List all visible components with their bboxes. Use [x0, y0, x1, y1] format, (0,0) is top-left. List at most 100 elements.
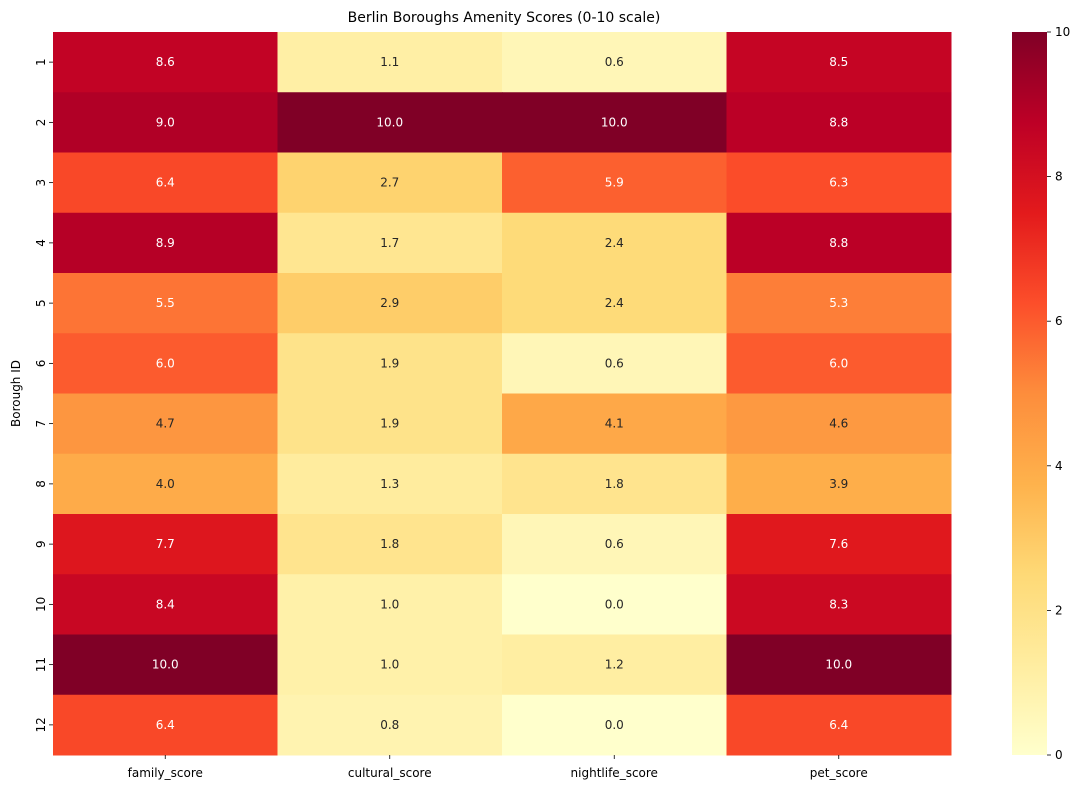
y-axis-label: Borough ID — [9, 360, 23, 427]
y-tick-label: 6 — [34, 360, 48, 368]
heatmap-cell — [277, 694, 503, 756]
heatmap-cell — [53, 333, 278, 394]
cell-value-label: 0.0 — [605, 597, 624, 611]
heatmap-cell — [53, 273, 278, 334]
cell-value-label: 0.6 — [605, 537, 624, 551]
heatmap-cell — [277, 393, 503, 455]
y-tick-label: 5 — [34, 299, 48, 307]
cell-value-label: 8.5 — [829, 55, 848, 69]
chart-title: Berlin Boroughs Amenity Scores (0-10 sca… — [348, 10, 661, 26]
heatmap-cell — [502, 514, 727, 575]
cell-value-label: 3.9 — [829, 477, 848, 491]
heatmap-cell — [726, 333, 952, 394]
heatmap-cell — [277, 574, 503, 635]
colorbar-tick-label: 2 — [1055, 603, 1063, 617]
heatmap-cell — [502, 92, 727, 153]
cell-value-label: 6.4 — [156, 176, 175, 190]
y-tick-label: 3 — [34, 179, 48, 187]
heatmap-cell — [502, 694, 727, 756]
cell-value-label: 10.0 — [825, 658, 852, 672]
heatmap-cell — [726, 514, 952, 575]
y-tick-label: 8 — [34, 480, 48, 488]
y-tick-label: 12 — [34, 717, 48, 732]
cell-value-label: 4.1 — [605, 417, 624, 431]
cell-value-label: 6.0 — [156, 356, 175, 370]
cell-value-label: 1.7 — [380, 236, 399, 250]
heatmap-cell — [502, 453, 727, 515]
y-tick-label: 10 — [34, 597, 48, 612]
heatmap-cell — [726, 212, 952, 274]
heatmap-cell — [726, 694, 952, 756]
cell-value-label: 5.3 — [829, 296, 848, 310]
cell-value-label: 4.6 — [829, 417, 848, 431]
cell-value-label: 1.2 — [605, 658, 624, 672]
cell-value-label: 0.6 — [605, 356, 624, 370]
y-tick-label: 11 — [34, 657, 48, 672]
cell-value-label: 1.9 — [380, 356, 399, 370]
x-tick-label: family_score — [128, 766, 203, 780]
cell-value-label: 0.8 — [380, 718, 399, 732]
heatmap-cell — [277, 212, 503, 274]
heatmap-cell — [53, 152, 278, 214]
cell-value-label: 0.0 — [605, 718, 624, 732]
cell-value-label: 4.0 — [156, 477, 175, 491]
cell-value-label: 8.4 — [156, 597, 175, 611]
cell-value-label: 10.0 — [601, 115, 628, 129]
y-tick-label: 2 — [34, 119, 48, 127]
cell-value-label: 7.6 — [829, 537, 848, 551]
heatmap-cell — [277, 453, 503, 515]
cell-value-label: 7.7 — [156, 537, 175, 551]
x-tick-label: pet_score — [810, 766, 868, 780]
heatmap-cell — [53, 634, 278, 696]
colorbar-tick-label: 6 — [1055, 314, 1063, 328]
heatmap-cell — [502, 634, 727, 696]
heatmap-cell — [277, 514, 503, 575]
heatmap-cell — [726, 574, 952, 635]
heatmap-cell — [277, 634, 503, 696]
cell-value-label: 8.6 — [156, 55, 175, 69]
cell-value-label: 1.0 — [380, 658, 399, 672]
heatmap-cell — [502, 333, 727, 394]
cell-value-label: 9.0 — [156, 115, 175, 129]
heatmap-cells: 8.6 1.1 0.6 8.5 9.0 10.0 10.0 8.8 6.4 2.7 5.9 6.3 8.… — [53, 32, 952, 756]
cell-value-label: 6.3 — [829, 176, 848, 190]
heatmap-cell — [502, 212, 727, 274]
heatmap-cell — [53, 393, 278, 455]
x-tick-label: nightlife_score — [571, 766, 658, 780]
heatmap-cell — [53, 694, 278, 756]
cell-value-label: 1.9 — [380, 417, 399, 431]
cell-value-label: 2.4 — [605, 236, 624, 250]
cell-value-label: 10.0 — [376, 115, 403, 129]
heatmap-cell — [53, 92, 278, 153]
cell-value-label: 1.3 — [380, 477, 399, 491]
cell-value-label: 1.8 — [380, 537, 399, 551]
heatmap-cell — [502, 574, 727, 635]
cell-value-label: 6.4 — [829, 718, 848, 732]
y-tick-label: 4 — [34, 239, 48, 247]
cell-value-label: 8.8 — [829, 115, 848, 129]
heatmap-cell — [502, 273, 727, 334]
heatmap-cell — [726, 92, 952, 153]
heatmap-cell — [53, 574, 278, 635]
cell-value-label: 8.8 — [829, 236, 848, 250]
y-tick-label: 9 — [34, 540, 48, 548]
cell-value-label: 0.6 — [605, 55, 624, 69]
heatmap-cell — [726, 273, 952, 334]
cell-value-label: 2.9 — [380, 296, 399, 310]
heatmap-cell — [53, 212, 278, 274]
cell-value-label: 8.3 — [829, 597, 848, 611]
cell-value-label: 2.4 — [605, 296, 624, 310]
cell-value-label: 6.0 — [829, 356, 848, 370]
colorbar-tick-label: 8 — [1055, 170, 1063, 184]
heatmap-cell — [277, 273, 503, 334]
cell-value-label: 5.9 — [605, 176, 624, 190]
heatmap-cell — [53, 453, 278, 515]
cell-value-label: 1.1 — [380, 55, 399, 69]
cell-value-label: 1.0 — [380, 597, 399, 611]
heatmap-cell — [53, 514, 278, 575]
heatmap-cell — [277, 92, 503, 153]
heatmap-cell — [726, 152, 952, 214]
cell-value-label: 4.7 — [156, 417, 175, 431]
heatmap-cell — [502, 32, 727, 93]
heatmap-cell — [726, 393, 952, 455]
